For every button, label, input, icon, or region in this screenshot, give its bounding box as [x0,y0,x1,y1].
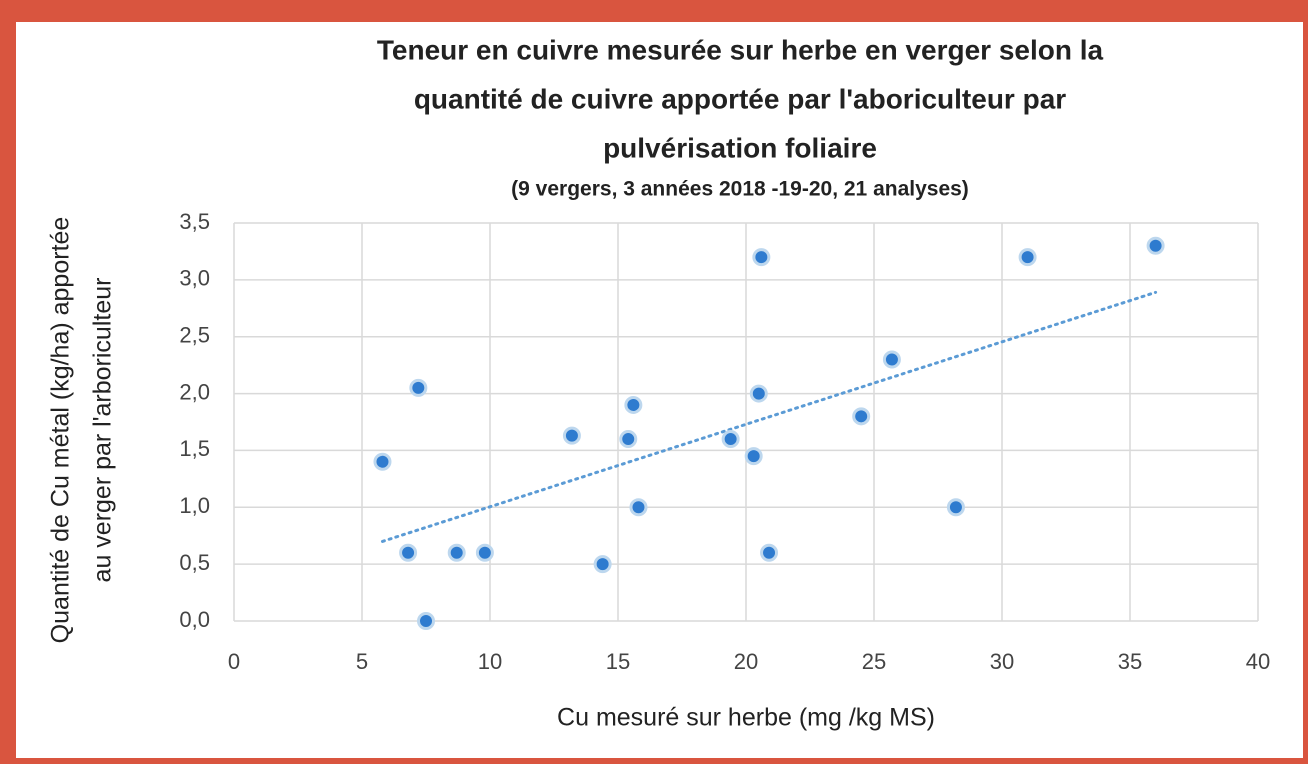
x-tick-label: 5 [356,649,368,674]
point [593,555,612,574]
chart-subtitle: (9 vergers, 3 années 2018 -19-20, 21 ana… [511,178,969,201]
x-tick-label: 10 [478,649,502,674]
y-tick-label: 3,0 [179,266,210,291]
point [409,378,428,397]
point [619,430,638,449]
y-tick-label: 1,5 [179,436,210,461]
point [721,430,740,449]
trendline [380,290,1158,543]
x-tick-label: 0 [228,649,240,674]
point [629,498,648,517]
point [1146,236,1165,255]
point [373,452,392,471]
x-tick-label: 40 [1246,649,1270,674]
point [399,543,418,562]
y-axis-label: au verger par l'arboriculteur [89,278,117,583]
point [752,248,771,267]
point [946,498,965,517]
point [562,426,581,445]
x-tick-label: 30 [990,649,1014,674]
chart-title: pulvérisation foliaire [603,132,877,163]
point [624,395,643,414]
x-tick-label: 35 [1118,649,1142,674]
chart-title: quantité de cuivre apportée par l'aboric… [414,83,1066,114]
y-tick-label: 2,5 [179,323,210,348]
x-tick-label: 20 [734,649,758,674]
y-tick-label: 3,5 [179,209,210,234]
titles: Teneur en cuivre mesurée sur herbe en ve… [47,34,1104,731]
point [417,612,435,630]
point [1018,248,1037,267]
y-tick-label: 0,0 [179,607,210,632]
x-axis-label: Cu mesuré sur herbe (mg /kg MS) [557,704,935,732]
point [852,407,871,426]
point [760,543,779,562]
y-tick-label: 1,0 [179,493,210,518]
chart-title: Teneur en cuivre mesurée sur herbe en ve… [377,34,1104,65]
point [447,543,466,562]
point [882,350,901,369]
x-tick-label: 15 [606,649,630,674]
y-tick-label: 2,0 [179,379,210,404]
x-tick-label: 25 [862,649,886,674]
y-tick-label: 0,5 [179,550,210,575]
y-axis-label: Quantité de Cu métal (kg/ha) apportée [47,217,75,644]
point [749,384,768,403]
chart-area [16,22,1303,758]
point [475,543,494,562]
point [744,447,763,466]
